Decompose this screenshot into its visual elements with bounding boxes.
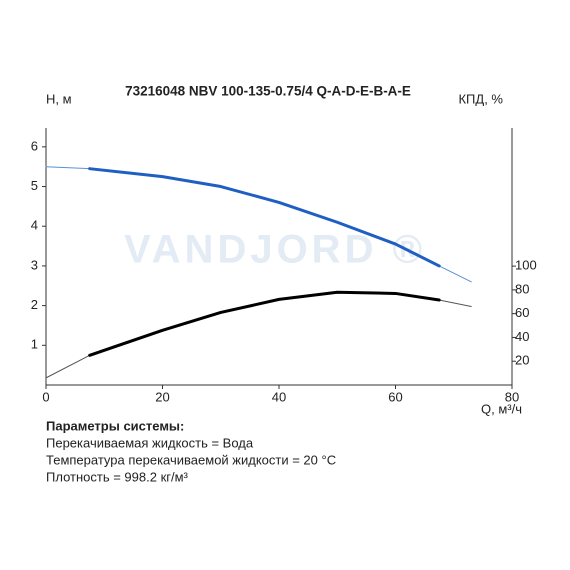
params-line: Перекачиваемая жидкость = Вода bbox=[46, 435, 254, 450]
params-heading: Параметры системы: bbox=[46, 418, 184, 433]
y-tick-label: 1 bbox=[31, 337, 38, 352]
y-tick-label: 4 bbox=[31, 218, 38, 233]
y-tick-label: 5 bbox=[31, 178, 38, 193]
x-tick-label: 60 bbox=[388, 389, 402, 404]
y2-tick-label: 20 bbox=[515, 353, 529, 368]
params-line: Температура перекачиваемой жидкости = 20… bbox=[46, 452, 336, 467]
y2-tick-label: 60 bbox=[515, 305, 529, 320]
curve bbox=[88, 290, 441, 357]
x-tick-label: 0 bbox=[42, 389, 49, 404]
y-tick-label: 6 bbox=[31, 138, 38, 153]
x-tick-label: 40 bbox=[272, 389, 286, 404]
x-axis-label: Q, м³/ч bbox=[481, 401, 522, 416]
chart-title: 73216048 NBV 100-135-0.75/4 Q-A-D-E-B-A-… bbox=[125, 84, 411, 99]
watermark: VANDJORD ® bbox=[124, 228, 426, 272]
y2-tick-label: 80 bbox=[515, 281, 529, 296]
y-tick-label: 2 bbox=[31, 297, 38, 312]
y-tick-label: 3 bbox=[31, 257, 38, 272]
y2-tick-label: 40 bbox=[515, 329, 529, 344]
params-line: Плотность = 998.2 кг/м³ bbox=[46, 469, 189, 484]
x-tick-label: 80 bbox=[505, 389, 519, 404]
y-axis-label: H, м bbox=[46, 91, 72, 106]
y2-tick-label: 100 bbox=[515, 258, 537, 273]
x-tick-label: 20 bbox=[155, 389, 169, 404]
curve bbox=[88, 167, 441, 268]
y2-axis-label: КПД, % bbox=[458, 91, 503, 106]
